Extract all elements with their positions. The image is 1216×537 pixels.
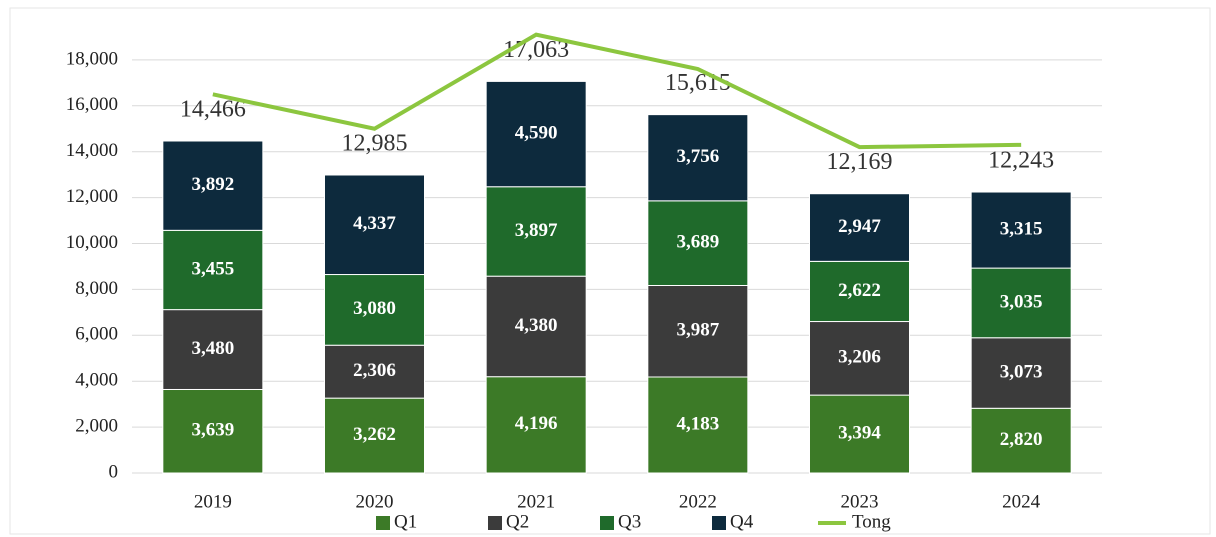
- data-label: 3,262: [353, 424, 396, 445]
- data-label: 4,337: [353, 213, 396, 234]
- y-tick-label: 12,000: [66, 186, 118, 207]
- bar-segment: [809, 193, 910, 262]
- bar-segment: [647, 200, 749, 286]
- data-label: 3,689: [676, 232, 719, 253]
- bar-segment: [485, 186, 587, 277]
- x-tick-label: 2022: [679, 491, 717, 512]
- line-series: [212, 32, 1022, 150]
- legend-label: Q1: [394, 511, 417, 532]
- legend-swatch: [376, 516, 390, 530]
- bar-segment: [970, 267, 1072, 339]
- data-label: 2,622: [838, 280, 881, 301]
- bar-segment: [647, 114, 749, 202]
- data-label: 2,820: [1000, 429, 1043, 450]
- bar-segment: [485, 80, 587, 188]
- data-label: 4,380: [515, 315, 558, 336]
- y-tick-label: 0: [109, 461, 119, 482]
- bar-segment: [485, 275, 587, 378]
- y-tick-label: 6,000: [75, 324, 118, 345]
- data-label: 2,947: [838, 216, 881, 237]
- total-label: 12,985: [342, 130, 408, 156]
- data-label: 3,073: [1000, 361, 1043, 382]
- bar-segment: [162, 140, 264, 231]
- bar-segment: [324, 344, 425, 399]
- bar-segment: [162, 388, 264, 474]
- x-tick-label: 2024: [1002, 491, 1041, 512]
- data-label: 4,196: [515, 413, 558, 434]
- chart-border: [9, 7, 1211, 535]
- data-label: 3,315: [1000, 218, 1043, 239]
- bar-segment: [970, 337, 1072, 409]
- y-tick-label: 18,000: [66, 48, 118, 69]
- data-label: 3,480: [191, 338, 234, 359]
- data-label: 3,080: [353, 298, 396, 319]
- bar-segment: [162, 309, 264, 390]
- bar-segment: [162, 229, 264, 311]
- y-tick-label: 2,000: [75, 415, 118, 436]
- legend-swatch: [600, 516, 614, 530]
- data-label: 3,987: [676, 320, 719, 341]
- data-label: 4,183: [676, 413, 719, 434]
- bar-segment: [970, 191, 1072, 269]
- bar-segment: [809, 260, 910, 323]
- bar-segment: [970, 407, 1072, 474]
- total-label: 12,169: [827, 149, 893, 175]
- data-label: 3,892: [191, 174, 234, 195]
- y-tick-label: 4,000: [75, 370, 118, 391]
- data-label: 3,897: [515, 220, 558, 241]
- bar-segment: [485, 376, 587, 474]
- legend-label: Q2: [506, 511, 529, 532]
- y-tick-label: 8,000: [75, 278, 118, 299]
- x-tick-label: 2019: [194, 491, 232, 512]
- legend-label: Tong: [852, 511, 891, 532]
- total-label: 15,615: [665, 70, 731, 96]
- data-label: 3,035: [1000, 291, 1043, 312]
- bar-segment: [324, 174, 425, 276]
- data-label: 3,455: [191, 258, 234, 279]
- x-tick-label: 2023: [841, 491, 879, 512]
- bar-segment: [647, 376, 749, 474]
- bar-segment: [324, 274, 425, 346]
- x-tick-label: 2021: [517, 491, 555, 512]
- bar-segment: [809, 394, 910, 474]
- y-tick-label: 10,000: [66, 232, 118, 253]
- legend-swatch: [488, 516, 502, 530]
- legend-label: Q4: [730, 511, 754, 532]
- x-tick-label: 2020: [356, 491, 394, 512]
- data-label: 3,756: [676, 146, 719, 167]
- total-label: 12,243: [988, 148, 1054, 174]
- data-label: 3,394: [838, 422, 881, 443]
- data-label: 3,206: [838, 347, 881, 368]
- bar-segment: [324, 397, 425, 474]
- bar-segment: [647, 284, 749, 378]
- y-tick-label: 16,000: [66, 94, 118, 115]
- legend-swatch: [712, 516, 726, 530]
- y-tick-label: 14,000: [66, 140, 118, 161]
- data-label: 2,306: [353, 360, 396, 381]
- legend-label: Q3: [618, 511, 641, 532]
- data-label: 3,639: [191, 420, 234, 441]
- data-label: 4,590: [515, 122, 558, 143]
